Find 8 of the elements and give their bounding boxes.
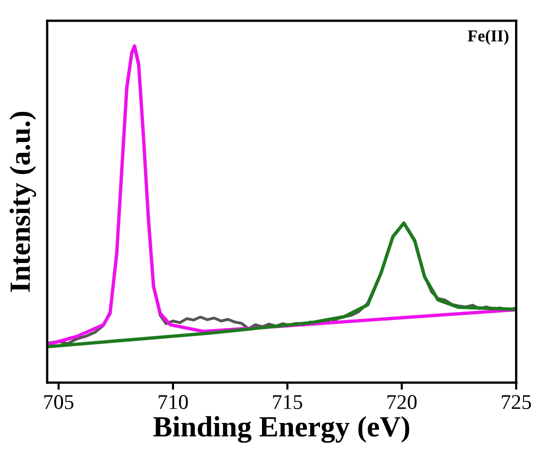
x-tick-label: 710 xyxy=(158,395,188,410)
x-tick-label: 705 xyxy=(44,395,74,410)
x-tick-label: 715 xyxy=(273,395,302,410)
text: Fe(II) xyxy=(468,30,508,45)
x-tick-label: 725 xyxy=(502,395,531,410)
x-tick-label: 720 xyxy=(388,395,417,410)
y-axis-title: Intensity (a.u.) xyxy=(10,112,36,292)
x-axis-title: Binding Energy (eV) xyxy=(153,416,410,443)
